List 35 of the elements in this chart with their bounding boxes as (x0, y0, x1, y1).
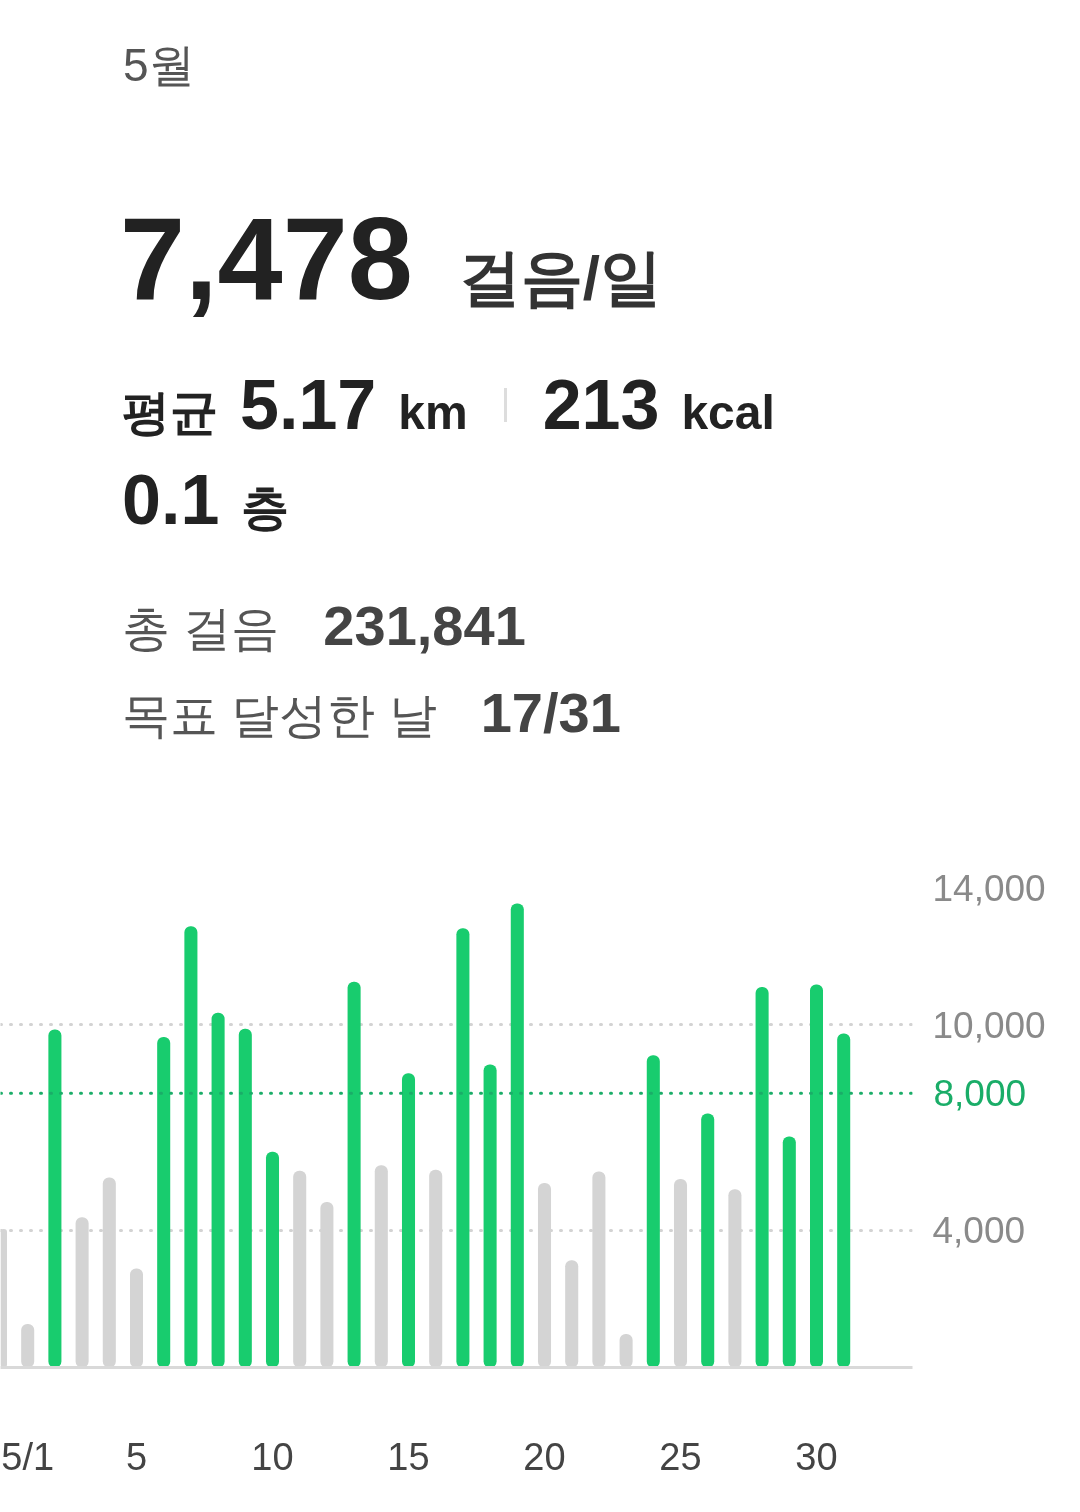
y-tick-label: 4,000 (932, 1210, 1026, 1252)
bar (782, 1136, 796, 1368)
bar (265, 1151, 280, 1368)
text: 평균 5.17 km (122, 366, 468, 444)
ref-line-label: 8,000 (933, 1073, 1027, 1115)
text: 총 걸음 231,841 (122, 594, 526, 657)
x-tick-label: 25 (659, 1435, 702, 1478)
x-tick-label: 5/1 (1, 1435, 55, 1478)
y-tick-label: 14,000 (932, 867, 1046, 909)
bar (483, 1064, 497, 1368)
bar (157, 1036, 171, 1368)
bar (646, 1055, 660, 1368)
x-tick-label: 15 (387, 1435, 430, 1478)
text: 0.1 층 (122, 461, 290, 539)
bar (48, 1029, 62, 1368)
bar (347, 981, 361, 1368)
text: 213 kcal (542, 366, 775, 444)
bar (211, 1012, 225, 1368)
x-tick-label: 20 (523, 1435, 566, 1478)
bar (401, 1073, 416, 1368)
text: 목표 달성한 날 17/31 (122, 681, 621, 744)
bar (184, 926, 198, 1368)
y-tick-label: 10,000 (932, 1004, 1046, 1046)
chart-subtitle: 7,478 걸음/일 (120, 193, 663, 324)
chart-title: 5월 (123, 38, 195, 93)
bar (456, 928, 470, 1368)
x-tick-label: 5 (125, 1435, 148, 1478)
bar (755, 986, 769, 1368)
bar (510, 903, 524, 1368)
bar (809, 984, 824, 1368)
x-tick-label: 30 (795, 1435, 838, 1478)
bar (238, 1028, 252, 1368)
bar (701, 1113, 715, 1368)
x-tick-label: 10 (251, 1435, 294, 1478)
bar (837, 1033, 851, 1368)
